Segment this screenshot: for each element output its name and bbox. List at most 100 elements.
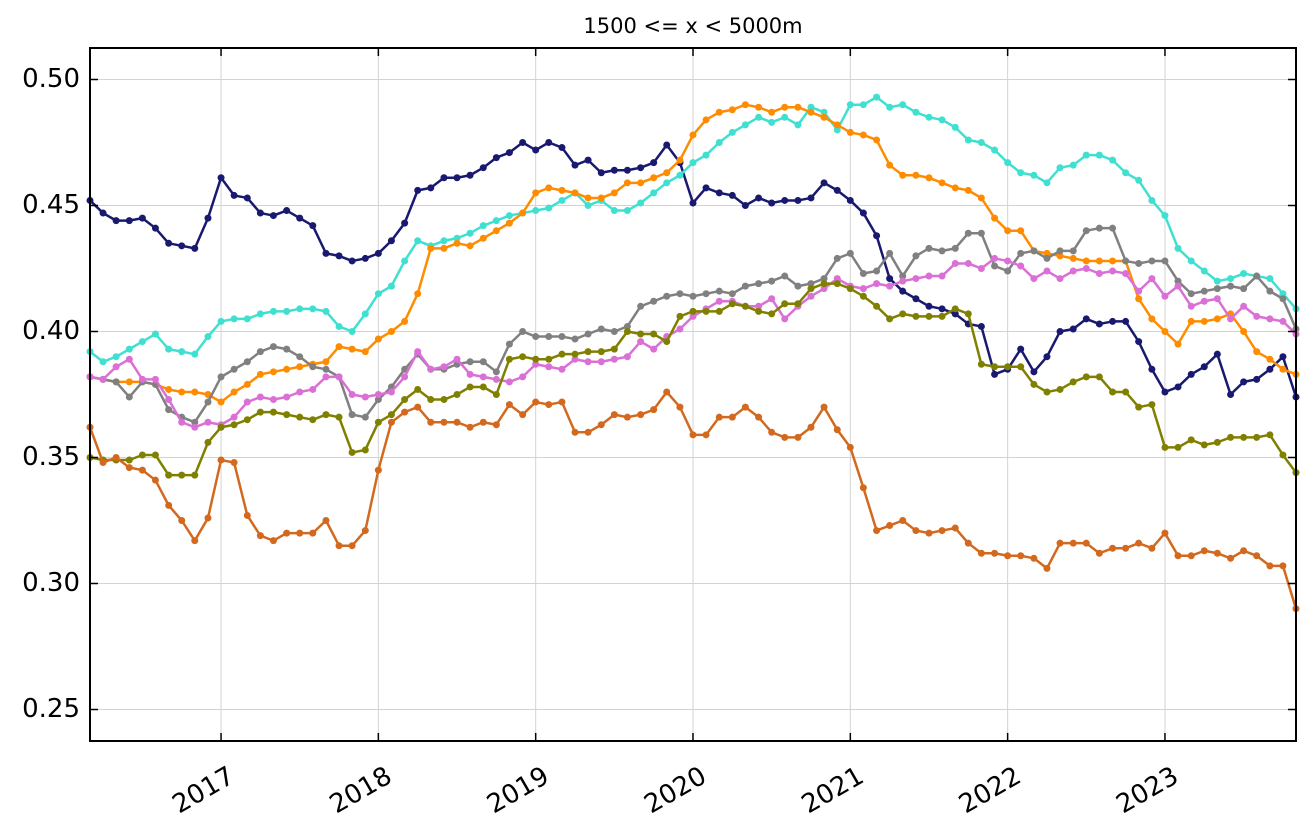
data-point: [1082, 151, 1090, 159]
data-point: [296, 388, 304, 396]
data-point: [125, 345, 133, 353]
data-point: [1135, 539, 1143, 547]
data-point: [637, 338, 645, 346]
data-point: [1109, 388, 1117, 396]
data-point: [532, 207, 540, 215]
data-point: [256, 532, 264, 540]
data-point: [348, 328, 356, 335]
data-point: [492, 227, 500, 235]
data-point: [178, 348, 186, 356]
data-point: [1017, 249, 1025, 257]
data-point: [873, 136, 881, 144]
data-point: [1056, 539, 1064, 547]
data-point: [217, 423, 225, 431]
data-point: [1161, 443, 1169, 451]
data-point: [597, 348, 605, 356]
data-point: [1109, 267, 1117, 275]
data-point: [322, 307, 330, 315]
data-point: [886, 161, 894, 169]
data-point: [1043, 353, 1051, 361]
data-point: [230, 315, 238, 323]
data-point: [466, 423, 474, 431]
data-point: [715, 413, 723, 421]
data-point: [479, 358, 487, 366]
data-point: [1056, 385, 1064, 393]
data-point: [938, 247, 946, 255]
data-point: [951, 184, 959, 192]
data-point: [833, 275, 841, 283]
data-point: [322, 365, 330, 373]
data-point: [676, 290, 684, 298]
data-point: [1043, 179, 1051, 187]
data-point: [715, 287, 723, 295]
data-point: [558, 186, 566, 194]
data-point: [138, 375, 146, 383]
data-point: [545, 204, 553, 212]
data-point: [138, 451, 146, 459]
data-point: [1187, 436, 1195, 444]
data-point: [650, 406, 658, 414]
data-point: [401, 408, 409, 416]
data-point: [1069, 325, 1077, 333]
data-point: [807, 194, 815, 202]
data-point: [1135, 176, 1143, 184]
data-point: [322, 517, 330, 524]
data-point: [833, 126, 841, 134]
data-point: [112, 217, 120, 225]
data-point: [1082, 227, 1090, 235]
data-point: [374, 418, 382, 426]
data-point: [230, 365, 238, 373]
data-point: [269, 307, 277, 315]
data-point: [125, 456, 133, 464]
data-point: [571, 335, 579, 343]
data-point: [1056, 164, 1064, 172]
data-point: [977, 322, 985, 330]
data-point: [610, 166, 618, 174]
data-point: [387, 282, 395, 290]
data-point: [1227, 554, 1235, 562]
data-point: [492, 375, 500, 383]
data-point: [571, 189, 579, 197]
data-point: [1043, 254, 1051, 262]
data-point: [1082, 315, 1090, 323]
data-point: [519, 209, 527, 217]
data-point: [492, 368, 500, 376]
data-point: [387, 411, 395, 419]
data-point: [348, 448, 356, 456]
data-point: [1095, 270, 1103, 278]
data-point: [361, 348, 369, 356]
data-point: [165, 406, 173, 414]
data-point: [846, 285, 854, 293]
data-point: [296, 413, 304, 421]
data-point: [217, 398, 225, 406]
data-point: [1253, 272, 1261, 280]
data-point: [650, 330, 658, 338]
data-point: [335, 252, 343, 260]
data-point: [584, 156, 592, 164]
data-point: [296, 529, 304, 537]
data-point: [1240, 378, 1248, 386]
data-point: [1174, 443, 1182, 451]
data-point: [1213, 285, 1221, 293]
data-point: [755, 194, 763, 202]
data-point: [689, 292, 697, 300]
data-point: [1266, 315, 1274, 323]
data-point: [322, 373, 330, 381]
data-point: [1043, 249, 1051, 257]
data-point: [151, 451, 159, 459]
data-point: [1109, 257, 1117, 265]
data-point: [151, 224, 159, 232]
data-point: [820, 275, 828, 283]
data-point: [243, 416, 251, 424]
data-point: [807, 103, 815, 111]
data-point: [833, 121, 841, 129]
data-point: [859, 292, 867, 300]
data-point: [1240, 328, 1248, 335]
data-point: [925, 312, 933, 320]
data-point: [912, 312, 920, 320]
data-point: [440, 418, 448, 426]
data-point: [991, 214, 999, 222]
data-point: [637, 302, 645, 310]
data-point: [991, 262, 999, 270]
data-point: [977, 194, 985, 202]
